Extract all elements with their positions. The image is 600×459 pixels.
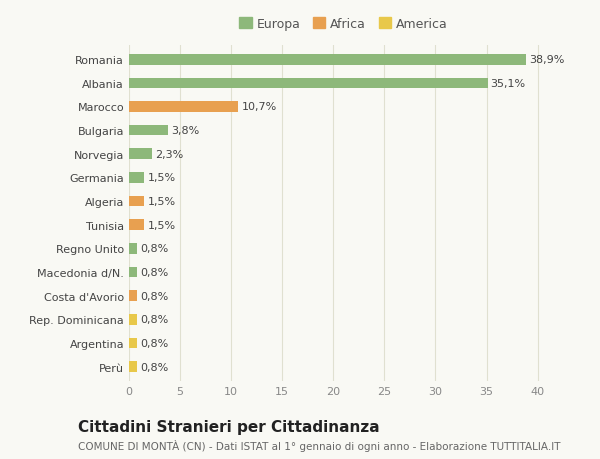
Text: 1,5%: 1,5% <box>148 196 176 207</box>
Text: 1,5%: 1,5% <box>148 220 176 230</box>
Bar <box>129 55 526 65</box>
Bar <box>129 267 137 278</box>
Text: 1,5%: 1,5% <box>148 173 176 183</box>
Text: COMUNE DI MONTÀ (CN) - Dati ISTAT al 1° gennaio di ogni anno - Elaborazione TUTT: COMUNE DI MONTÀ (CN) - Dati ISTAT al 1° … <box>78 439 560 451</box>
Bar <box>129 173 145 183</box>
Bar <box>129 291 137 301</box>
Bar <box>129 338 137 348</box>
Bar <box>129 362 137 372</box>
Text: 0,8%: 0,8% <box>140 314 169 325</box>
Text: 35,1%: 35,1% <box>491 78 526 89</box>
Text: Cittadini Stranieri per Cittadinanza: Cittadini Stranieri per Cittadinanza <box>78 419 380 434</box>
Text: 10,7%: 10,7% <box>241 102 277 112</box>
Text: 3,8%: 3,8% <box>171 126 199 136</box>
Text: 0,8%: 0,8% <box>140 268 169 277</box>
Bar <box>129 149 152 160</box>
Text: 0,8%: 0,8% <box>140 362 169 372</box>
Text: 2,3%: 2,3% <box>155 150 184 159</box>
Bar <box>129 126 168 136</box>
Bar <box>129 102 238 112</box>
Bar <box>129 220 145 230</box>
Text: 0,8%: 0,8% <box>140 338 169 348</box>
Bar <box>129 244 137 254</box>
Text: 0,8%: 0,8% <box>140 244 169 254</box>
Text: 0,8%: 0,8% <box>140 291 169 301</box>
Bar <box>129 314 137 325</box>
Text: 38,9%: 38,9% <box>529 55 565 65</box>
Bar <box>129 78 488 89</box>
Legend: Europa, Africa, America: Europa, Africa, America <box>236 15 451 33</box>
Bar <box>129 196 145 207</box>
